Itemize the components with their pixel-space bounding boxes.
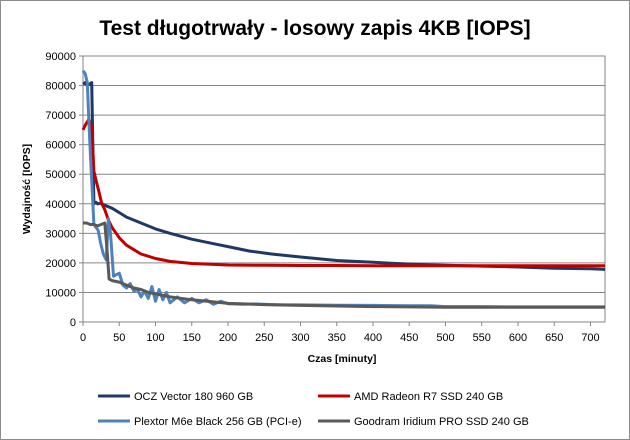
- x-tick-label: 500: [436, 332, 454, 344]
- y-tick-label: 90000: [45, 51, 76, 63]
- y-tick-label: 0: [70, 317, 76, 329]
- x-tick-label: 200: [219, 332, 237, 344]
- y-axis-label: Wydajność [IOPS]: [21, 144, 33, 234]
- x-tick-label: 600: [509, 332, 527, 344]
- y-tick-label: 80000: [45, 81, 76, 93]
- x-tick-label: 100: [146, 332, 164, 344]
- series-lines: [81, 69, 606, 309]
- legend-label: Goodram Iridium PRO SSD 240 GB: [354, 416, 529, 428]
- y-tick-label: 60000: [45, 140, 76, 152]
- x-tick-label: 50: [113, 332, 125, 344]
- y-tick-label: 10000: [45, 287, 76, 299]
- x-tick-label: 300: [291, 332, 309, 344]
- x-tick-label: 550: [473, 332, 491, 344]
- legend-label: AMD Radeon R7 SSD 240 GB: [354, 391, 503, 403]
- series-line-3: [83, 221, 605, 309]
- y-tick-label: 40000: [45, 199, 76, 211]
- x-tick-label: 400: [364, 332, 382, 344]
- chart-title: Test długotrwały - losowy zapis 4KB [IOP…: [99, 17, 530, 40]
- x-tick-label: 0: [80, 332, 86, 344]
- legend: OCZ Vector 180 960 GB AMD Radeon R7 SSD 2…: [98, 391, 529, 428]
- legend-label: Plextor M6e Black 256 GB (PCI-e): [134, 416, 302, 428]
- y-tick-label: 30000: [45, 228, 76, 240]
- y-tick-label: 50000: [45, 169, 76, 181]
- plot-border: [82, 55, 606, 323]
- x-tick-label: 700: [581, 332, 599, 344]
- series-line-0: [82, 81, 606, 271]
- grid: [83, 55, 605, 293]
- legend-label: OCZ Vector 180 960 GB: [134, 391, 253, 403]
- x-tick-label: 250: [255, 332, 273, 344]
- plot-area: [82, 55, 606, 323]
- y-tick-label: 70000: [45, 110, 76, 122]
- series-line-1: [81, 118, 605, 268]
- x-tick-labels: 0 50 100 150 200 250 300 350 400 450 500 550 600 650 7…: [80, 322, 600, 344]
- x-tick-label: 150: [183, 332, 201, 344]
- series-line-2: [81, 69, 605, 309]
- y-tick-label: 20000: [45, 258, 76, 270]
- x-tick-label: 450: [400, 332, 418, 344]
- y-tick-labels: 0 10000 20000 30000 40000 50000 60000 70000 8000…: [45, 51, 83, 329]
- x-tick-label: 650: [545, 332, 563, 344]
- x-axis-label: Czas [minuty]: [308, 353, 377, 365]
- x-tick-label: 350: [328, 332, 346, 344]
